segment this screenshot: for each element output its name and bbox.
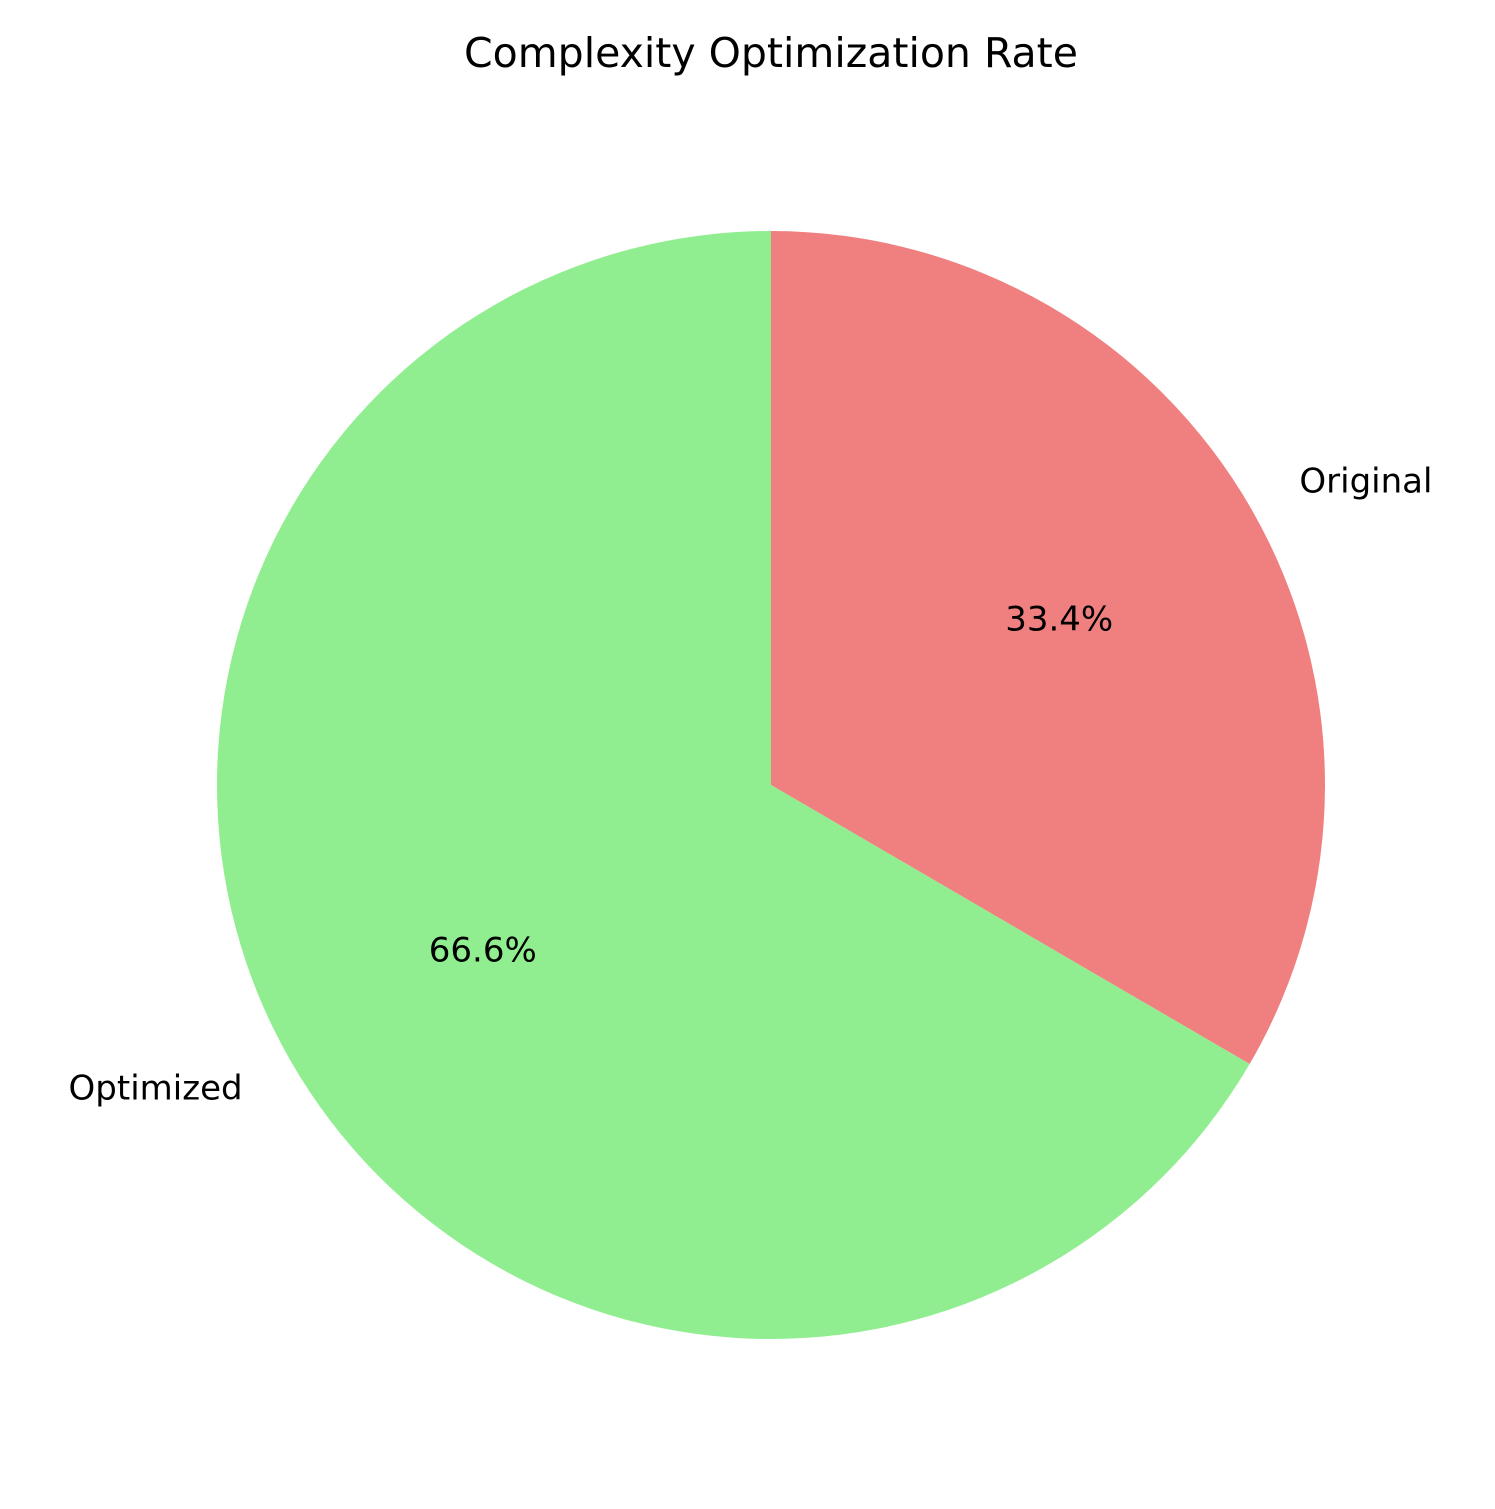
slice-percent-original: 33.4% — [1005, 599, 1113, 639]
slice-label-original: Original — [1299, 461, 1432, 501]
pie-labels: Original 33.4% Optimized 66.6% — [69, 461, 1433, 1108]
slice-label-optimized: Optimized — [69, 1069, 243, 1109]
pie-slices — [216, 231, 1325, 1340]
slice-percent-optimized: 66.6% — [429, 931, 537, 971]
chart-title: Complexity Optimization Rate — [464, 29, 1078, 77]
pie-slice-optimized — [216, 231, 1250, 1340]
pie-slice-original — [771, 231, 1325, 1065]
